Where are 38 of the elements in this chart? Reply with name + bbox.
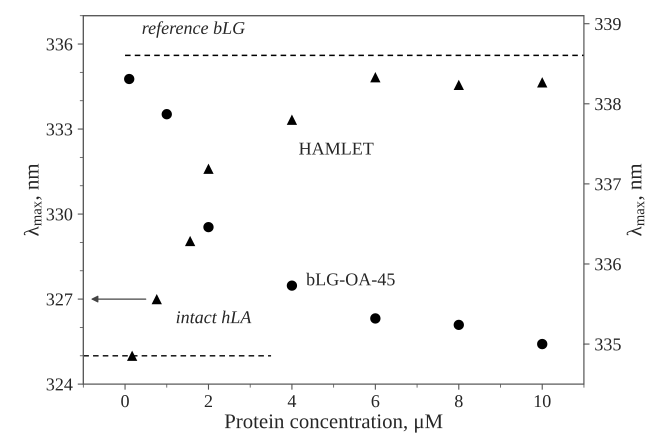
x-tick-label: 10 [534,395,551,408]
point [152,294,162,304]
y-tick-label: 330 [46,208,72,221]
annotation: bLG-OA-45 [306,272,395,286]
point [203,164,214,174]
point [126,350,138,361]
x-tick-label: 6 [372,395,380,408]
point [203,222,214,232]
point [537,338,548,350]
y-tick-label: 333 [46,123,72,136]
y2-tick-label: 339 [595,18,621,30]
x-tick-label: 2 [204,395,212,408]
y2-axis-title: λ$_{max}$, nm [626,164,645,236]
y-axis-title: λ$_{max}$, nm [24,164,42,236]
y-tick-label: 324 [46,378,73,391]
y-tick-label: 336 [46,38,72,50]
y2-tick-label: 337 [595,178,621,190]
point [162,109,172,120]
point [286,114,298,125]
point [370,72,381,82]
point [537,77,548,88]
annotation: reference bLG [142,21,245,38]
y-tick-label: 327 [46,293,72,306]
point [370,313,381,324]
x-tick-label: 8 [454,395,463,408]
point [454,80,464,90]
annotation: intact hLA [176,310,252,324]
point [454,320,464,330]
annotation: HAMLET [299,142,374,155]
x-axis-title: Protein concentration, μM [224,414,442,433]
point [286,280,298,291]
x-tick-label: 0 [121,395,129,408]
y2-tick-label: 338 [595,98,621,110]
y2-tick-label: 336 [595,258,621,270]
point [184,236,196,246]
y2-tick-label: 335 [595,338,621,351]
point [124,74,134,84]
x-tick-label: 4 [288,395,296,408]
